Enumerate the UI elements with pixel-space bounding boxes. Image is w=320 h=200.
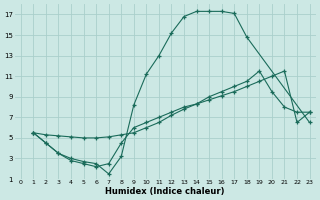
X-axis label: Humidex (Indice chaleur): Humidex (Indice chaleur): [106, 187, 225, 196]
